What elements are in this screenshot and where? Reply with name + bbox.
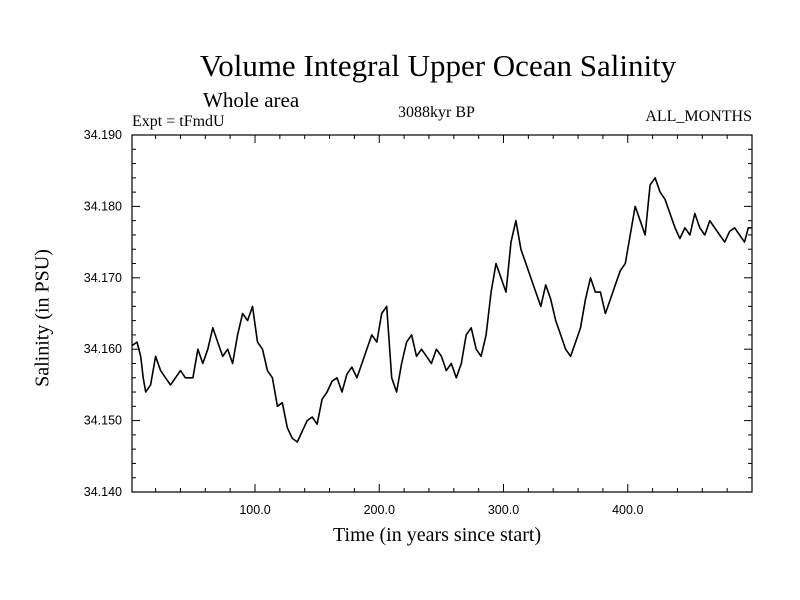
y-tick-label: 34.140 — [84, 485, 122, 499]
chart-subtitle: Whole area — [203, 88, 300, 112]
y-tick-label: 34.160 — [84, 342, 122, 356]
x-tick-label: 400.0 — [612, 503, 643, 517]
series-layer — [131, 177, 752, 443]
y-tick-label: 34.190 — [84, 128, 122, 142]
series-line-salinity — [131, 177, 752, 443]
x-tick-label: 200.0 — [364, 503, 395, 517]
ticks-layer — [132, 134, 752, 493]
experiment-label: Expt = tFmdU — [132, 113, 225, 130]
y-tick-label: 34.170 — [84, 271, 122, 285]
x-tick-label: 300.0 — [488, 503, 519, 517]
period-label: 3088kyr BP — [398, 104, 475, 121]
plot-frame — [131, 134, 753, 493]
chart-title: Volume Integral Upper Ocean Salinity — [199, 48, 677, 83]
x-axis-label: Time (in years since start) — [333, 524, 542, 546]
months-label: ALL_MONTHS — [645, 108, 752, 125]
y-tick-label: 34.150 — [84, 414, 122, 428]
tick-labels-layer: 34.140 34.150 34.160 34.170 34.180 34.190 100.… — [84, 128, 644, 517]
x-tick-label: 100.0 — [239, 503, 270, 517]
y-tick-label: 34.180 — [84, 199, 122, 213]
